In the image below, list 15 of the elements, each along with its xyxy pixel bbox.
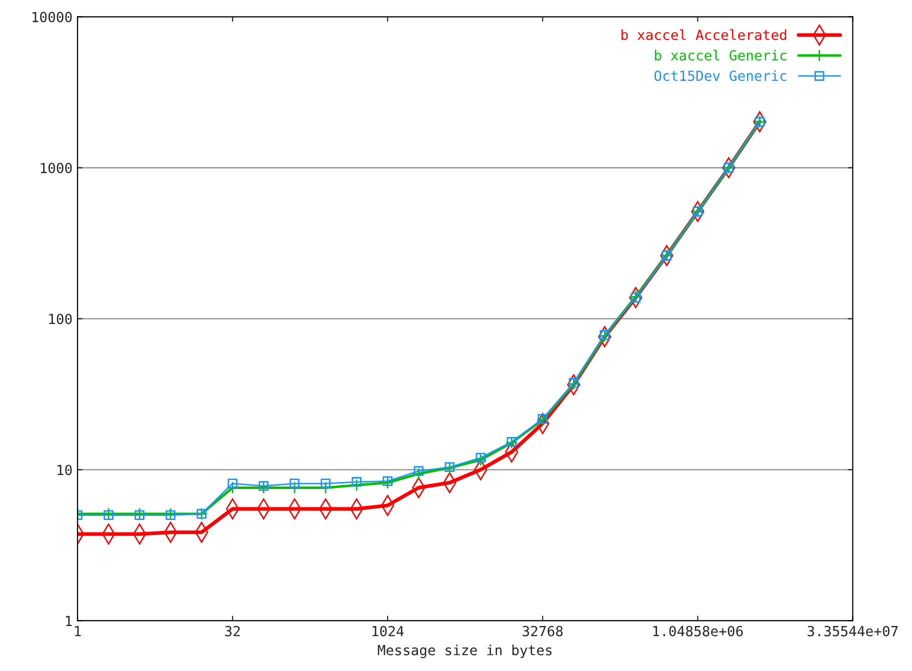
y-tick-label: 10000 bbox=[32, 12, 72, 22]
x-tick-label: 3.35544e+07 bbox=[808, 626, 898, 636]
y-tick-label: 1000 bbox=[40, 162, 72, 174]
y-tick-label: 10 bbox=[58, 464, 72, 476]
x-tick-label: 1.04858e+06 bbox=[653, 626, 743, 636]
x-axis-title: Message size in bytes bbox=[378, 644, 552, 658]
y-tick-label: 100 bbox=[49, 314, 72, 324]
x-tick-label: 32768 bbox=[522, 626, 563, 636]
x-tick-label: 1024 bbox=[372, 626, 404, 636]
y-tick-label: 1 bbox=[66, 616, 72, 626]
x-tick-label: 1 bbox=[75, 626, 81, 636]
legend-label: Oct15Dev Generic bbox=[654, 70, 786, 82]
legend-label: b xaccel Accelerated bbox=[622, 29, 786, 40]
x-tick-label: 32 bbox=[225, 626, 240, 636]
legend-label: b xaccel Generic bbox=[654, 50, 786, 61]
